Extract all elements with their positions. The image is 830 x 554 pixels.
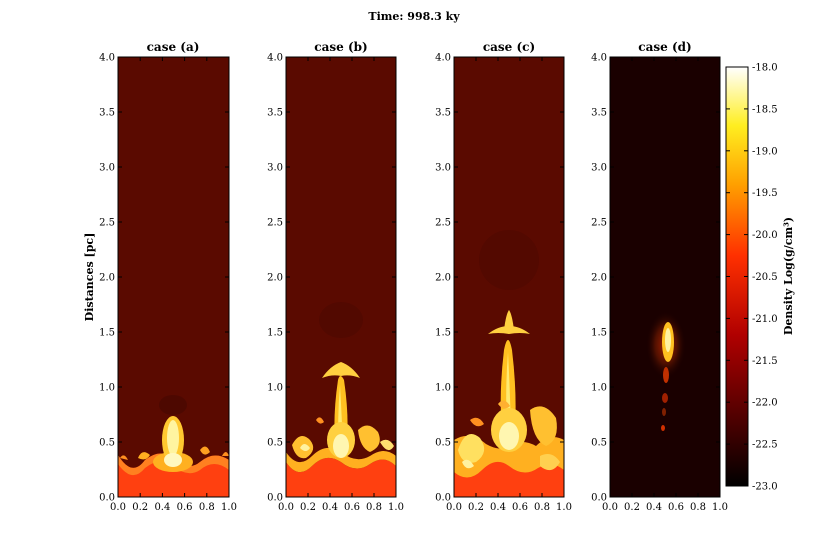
ticks-case-b: 0.0 0.2 0.4 0.6 0.8 1.0 0.0 0.5 1.0 1.5 2.0 2.5 3.0 3…	[267, 53, 404, 514]
y-tick-label: 2.5	[435, 218, 451, 229]
colorbar-label: Density Log(g/cm³)	[782, 217, 795, 335]
y-tick-label: 0.5	[435, 438, 451, 449]
y-tick-label: 4.0	[591, 53, 607, 64]
y-tick-label: 0.5	[267, 438, 283, 449]
density-map-case-b	[286, 57, 396, 497]
x-tick-label: 0.0	[278, 502, 294, 513]
figure-title: Time: 998.3 ky	[368, 10, 460, 23]
y-tick-label: 0.5	[591, 438, 607, 449]
density-map-case-d	[610, 57, 720, 497]
x-tick-label: 0.2	[132, 502, 148, 513]
colorbar-tick-label: -19.5	[752, 188, 778, 199]
ticks-case-c: 0.0 0.2 0.4 0.6 0.8 1.0 0.0 0.5 1.0 1.5 2.0 2.5 3.0 3…	[435, 53, 572, 514]
y-tick-label: 3.0	[99, 163, 115, 174]
x-tick-label: 1.0	[712, 502, 728, 513]
y-tick-label: 3.0	[591, 163, 607, 174]
y-tick-label: 3.0	[435, 163, 451, 174]
panel-case-a: case (a) 0.0 0.2 0.4 0.6 0.8 1.0 0.0 0.5 1.0 1.5 2…	[99, 40, 237, 513]
y-tick-label: 3.5	[591, 108, 607, 119]
y-tick-label: 1.5	[435, 328, 451, 339]
y-tick-label: 1.0	[435, 383, 451, 394]
y-tick-label: 0.0	[435, 493, 451, 504]
y-tick-label: 1.5	[591, 328, 607, 339]
y-tick-label: 2.0	[267, 273, 283, 284]
x-tick-label: 0.4	[490, 502, 506, 513]
density-map-case-c	[454, 57, 564, 497]
y-tick-label: 2.5	[99, 218, 115, 229]
x-tick-label: 0.0	[110, 502, 126, 513]
panel-case-b: case (b) 0.0 0.2 0.4 0.6 0.8 1.0 0.0 0.5 1.0 1.5 2…	[267, 40, 404, 513]
x-tick-label: 0.6	[344, 502, 360, 513]
y-tick-label: 1.0	[591, 383, 607, 394]
x-tick-label: 0.0	[602, 502, 618, 513]
colorbar-tick-label: -20.0	[752, 230, 778, 241]
y-tick-label: 3.5	[99, 108, 115, 119]
y-tick-label: 1.5	[267, 328, 283, 339]
density-map-case-a	[118, 57, 229, 497]
colorbar-tick-label: -21.0	[752, 314, 778, 325]
x-tick-label: 0.8	[690, 502, 706, 513]
panel-title-case-b: case (b)	[314, 40, 367, 54]
y-tick-label: 2.5	[267, 218, 283, 229]
x-tick-label: 0.8	[534, 502, 550, 513]
panel-title-case-c: case (c)	[483, 40, 535, 54]
y-tick-label: 4.0	[267, 53, 283, 64]
ticks-case-a: 0.0 0.2 0.4 0.6 0.8 1.0 0.0 0.5 1.0 1.5 2.0 2.5 3.0 3…	[99, 53, 237, 514]
colorbar: -18.0 -18.5 -19.0 -19.5 -20.0 -20.5 -21.0 -21.5…	[725, 63, 795, 493]
x-tick-label: 0.8	[199, 502, 215, 513]
x-tick-label: 0.6	[668, 502, 684, 513]
y-tick-label: 2.5	[591, 218, 607, 229]
colorbar-tick-label: -22.5	[752, 440, 778, 451]
panel-case-c: case (c) 0.0 0.2 0.4 0.6 0.8 1.0 0.0 0.5 1.0 1.5 2…	[435, 40, 572, 513]
y-tick-label: 0.0	[99, 493, 115, 504]
x-tick-label: 0.2	[300, 502, 316, 513]
y-tick-label: 2.0	[591, 273, 607, 284]
colorbar-tick-label: -19.0	[752, 146, 778, 157]
y-tick-label: 0.5	[99, 438, 115, 449]
colorbar-tick-label: -21.5	[752, 356, 778, 367]
colorbar-tick-label: -20.5	[752, 272, 778, 283]
x-tick-label: 0.2	[624, 502, 640, 513]
y-tick-label: 0.0	[591, 493, 607, 504]
colorbar-ticks: -18.0 -18.5 -19.0 -19.5 -20.0 -20.5 -21.0 -21.5…	[726, 63, 778, 493]
y-tick-label: 0.0	[267, 493, 283, 504]
x-tick-label: 0.2	[468, 502, 484, 513]
y-tick-label: 1.0	[99, 383, 115, 394]
y-tick-label: 3.5	[267, 108, 283, 119]
x-tick-label: 0.0	[446, 502, 462, 513]
colorbar-tick-label: -18.0	[752, 63, 778, 74]
x-tick-label: 1.0	[221, 502, 237, 513]
x-tick-label: 0.6	[512, 502, 528, 513]
panel-title-case-a: case (a)	[147, 40, 200, 54]
y-tick-label: 1.5	[99, 328, 115, 339]
y-tick-label: 3.5	[435, 108, 451, 119]
y-tick-label: 1.0	[267, 383, 283, 394]
panel-title-case-d: case (d)	[638, 40, 691, 54]
y-tick-label: 3.0	[267, 163, 283, 174]
x-tick-label: 1.0	[388, 502, 404, 513]
x-tick-label: 0.4	[154, 502, 170, 513]
x-tick-label: 0.4	[322, 502, 338, 513]
ticks-case-d: 0.0 0.2 0.4 0.6 0.8 1.0 0.0 0.5 1.0 1.5 2.0 2.5 3.0 3…	[591, 53, 728, 514]
y-axis-label: Distances [pc]	[83, 233, 96, 322]
colorbar-tick-label: -18.5	[752, 104, 778, 115]
y-tick-label: 2.0	[435, 273, 451, 284]
colorbar-tick-label: -23.0	[752, 482, 778, 493]
colorbar-tick-label: -22.0	[752, 398, 778, 409]
panel-case-d: case (d) 0.0 0.2 0.4 0.6 0.8 1.0 0.0 0.5 1.0 1.5 2…	[591, 40, 728, 513]
y-tick-label: 4.0	[435, 53, 451, 64]
x-tick-label: 1.0	[556, 502, 572, 513]
y-tick-label: 2.0	[99, 273, 115, 284]
y-tick-label: 4.0	[99, 53, 115, 64]
x-tick-label: 0.6	[177, 502, 193, 513]
x-tick-label: 0.8	[366, 502, 382, 513]
x-tick-label: 0.4	[646, 502, 662, 513]
